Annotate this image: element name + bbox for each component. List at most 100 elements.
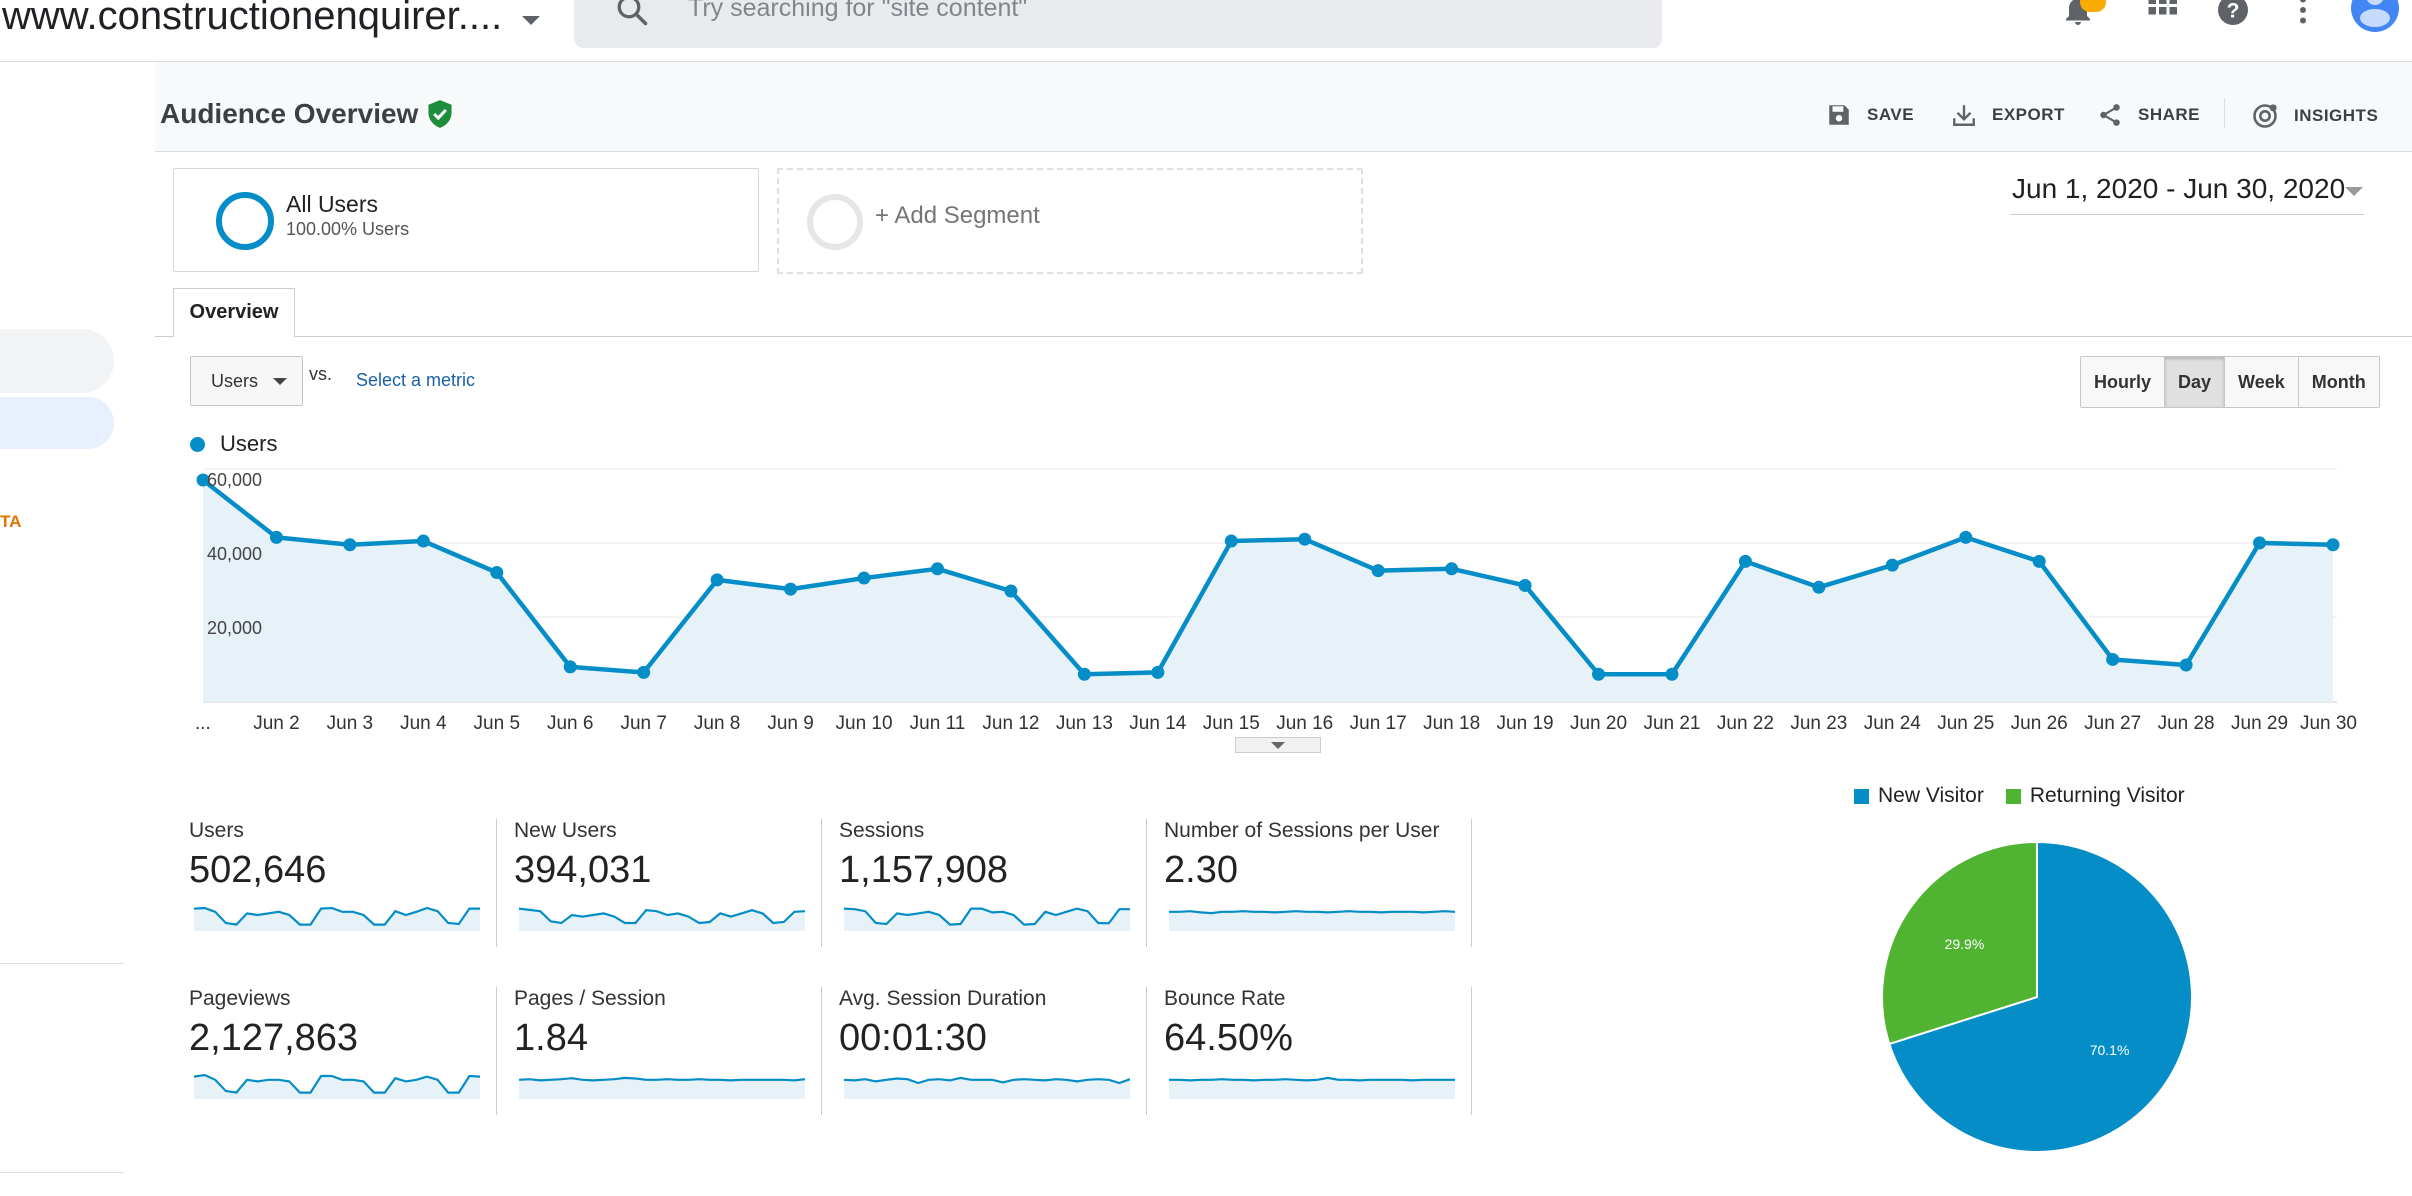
y-tick-label: 20,000 bbox=[207, 618, 262, 638]
nav-item-label[interactable]: TA bbox=[0, 512, 22, 531]
main-content: Audience Overview SAVE EXPORT SHARE INSI… bbox=[155, 62, 2412, 1196]
action-divider bbox=[2224, 98, 2225, 128]
nav-divider bbox=[0, 963, 124, 964]
chevron-down-icon[interactable] bbox=[2345, 187, 2363, 196]
export-button[interactable]: EXPORT bbox=[1951, 102, 2065, 128]
scorecard[interactable]: Avg. Session Duration 00:01:30 bbox=[839, 987, 1149, 1115]
segment-name: All Users bbox=[286, 191, 379, 217]
x-tick-label: Jun 14 bbox=[1129, 713, 1186, 734]
data-point bbox=[490, 566, 504, 579]
scorecard-value: 502,646 bbox=[189, 849, 327, 891]
more-vert-icon[interactable] bbox=[2285, 0, 2321, 28]
segment-percent: 100.00% Users bbox=[286, 219, 410, 239]
x-tick-label: Jun 26 bbox=[2011, 713, 2068, 734]
notification-badge bbox=[2080, 0, 2106, 12]
scorecard-label: Pages / Session bbox=[514, 987, 666, 1010]
scorecard[interactable]: New Users 394,031 bbox=[514, 819, 824, 947]
data-point bbox=[1151, 665, 1165, 679]
x-tick-label: Jun 24 bbox=[1864, 713, 1921, 734]
nav-item-active[interactable] bbox=[0, 397, 114, 449]
series-line bbox=[201, 478, 2334, 677]
chart-resize-handle[interactable] bbox=[1235, 737, 1321, 753]
scorecard-divider bbox=[1471, 819, 1472, 947]
left-nav: TA bbox=[0, 62, 155, 1196]
nav-item[interactable] bbox=[0, 329, 114, 393]
data-point bbox=[343, 538, 357, 552]
x-tick-label: Jun 29 bbox=[2231, 713, 2288, 734]
sparkline-line bbox=[194, 1073, 480, 1094]
x-tick-label: Jun 19 bbox=[1497, 713, 1554, 734]
tab-overview[interactable]: Overview bbox=[173, 288, 295, 337]
scorecard[interactable]: Users 502,646 bbox=[189, 819, 499, 947]
top-bar: www.constructionenquirer.... Try searchi… bbox=[0, 0, 2412, 62]
granularity-month[interactable]: Month bbox=[2298, 357, 2379, 407]
visitor-pie-chart: 70.1% 29.9% bbox=[1881, 840, 2193, 1153]
data-point bbox=[2326, 538, 2340, 552]
data-point bbox=[1445, 562, 1459, 576]
search-icon bbox=[617, 0, 648, 26]
pie-slice-label: 29.9% bbox=[1945, 936, 1985, 952]
add-segment-label: + Add Segment bbox=[875, 202, 1040, 229]
users-line-chart: 60,000 40,000 20,000... Jun 2 Jun 3 Jun 4 Jun … bbox=[195, 468, 2357, 734]
verified-shield-icon bbox=[428, 100, 452, 128]
select-metric-link[interactable]: Select a metric bbox=[356, 370, 476, 390]
sparkline-area bbox=[1169, 1077, 1455, 1099]
scorecard[interactable]: Sessions 1,157,908 bbox=[839, 819, 1149, 947]
chevron-down-icon[interactable] bbox=[522, 16, 540, 25]
pie-slice bbox=[1881, 840, 2038, 1046]
granularity-hourly[interactable]: Hourly bbox=[2081, 357, 2166, 407]
scorecard-value: 1.84 bbox=[514, 1017, 588, 1059]
x-tick-label: Jun 17 bbox=[1350, 713, 1407, 734]
x-tick-label: Jun 18 bbox=[1423, 713, 1480, 734]
sparkline-area bbox=[1169, 911, 1455, 931]
x-tick-label: Jun 13 bbox=[1056, 713, 1113, 734]
date-range-picker[interactable]: Jun 1, 2020 - Jun 30, 2020 bbox=[2012, 173, 2346, 204]
add-segment-button[interactable]: + Add Segment bbox=[777, 168, 1363, 274]
segment-all-users[interactable]: All Users 100.00% Users bbox=[173, 168, 759, 272]
x-tick-label: Jun 4 bbox=[400, 713, 447, 734]
scorecard[interactable]: Number of Sessions per User 2.30 bbox=[1164, 819, 1474, 947]
data-point bbox=[1077, 667, 1091, 681]
data-point bbox=[1298, 532, 1312, 546]
sparkline-area bbox=[194, 908, 480, 931]
help-icon[interactable]: ? bbox=[2215, 0, 2251, 28]
nav-divider bbox=[0, 1172, 124, 1173]
x-tick-label: Jun 11 bbox=[910, 713, 966, 734]
sparkline-line bbox=[844, 907, 1130, 926]
sparkline bbox=[1169, 910, 1455, 931]
insights-button[interactable]: INSIGHTS bbox=[2251, 102, 2378, 130]
pie-slice bbox=[1888, 840, 2193, 1153]
apps-grid-icon[interactable] bbox=[2144, 0, 2180, 28]
series-area bbox=[203, 480, 2333, 702]
x-tick-label: Jun 21 bbox=[1643, 713, 1700, 734]
scorecard-label: Number of Sessions per User bbox=[1164, 819, 1440, 842]
tab-divider bbox=[155, 336, 2412, 337]
avatar[interactable] bbox=[2350, 0, 2400, 36]
save-button[interactable]: SAVE bbox=[1826, 102, 1914, 128]
x-tick-label: Jun 16 bbox=[1276, 713, 1333, 734]
x-tick-label: Jun 27 bbox=[2084, 713, 2141, 734]
search-input[interactable]: Try searching for "site content" bbox=[574, 0, 1662, 48]
scorecard[interactable]: Bounce Rate 64.50% bbox=[1164, 987, 1474, 1115]
data-point bbox=[1592, 667, 1606, 681]
property-selector[interactable]: www.constructionenquirer.... bbox=[2, 0, 503, 38]
sparkline-line bbox=[1169, 1076, 1455, 1082]
share-button[interactable]: SHARE bbox=[2097, 102, 2200, 128]
data-point bbox=[1371, 564, 1385, 578]
granularity-day[interactable]: Day bbox=[2165, 357, 2226, 407]
save-label: SAVE bbox=[1867, 105, 1915, 124]
data-point bbox=[2032, 554, 2046, 568]
sparkline-line bbox=[519, 1076, 805, 1082]
segment-ring-icon bbox=[807, 194, 863, 250]
save-icon bbox=[1829, 105, 1849, 125]
x-tick-label: Jun 12 bbox=[982, 713, 1039, 734]
legend-label: New Visitor bbox=[1878, 784, 1984, 807]
scorecard[interactable]: Pageviews 2,127,863 bbox=[189, 987, 499, 1115]
scorecard-value: 64.50% bbox=[1164, 1017, 1293, 1059]
granularity-week[interactable]: Week bbox=[2225, 357, 2299, 407]
scorecard[interactable]: Pages / Session 1.84 bbox=[514, 987, 824, 1115]
scorecard-label: New Users bbox=[514, 819, 617, 842]
legend-item: New Visitor bbox=[1854, 784, 1984, 808]
metric-dropdown[interactable]: Users bbox=[190, 356, 303, 406]
data-point bbox=[1665, 667, 1679, 681]
